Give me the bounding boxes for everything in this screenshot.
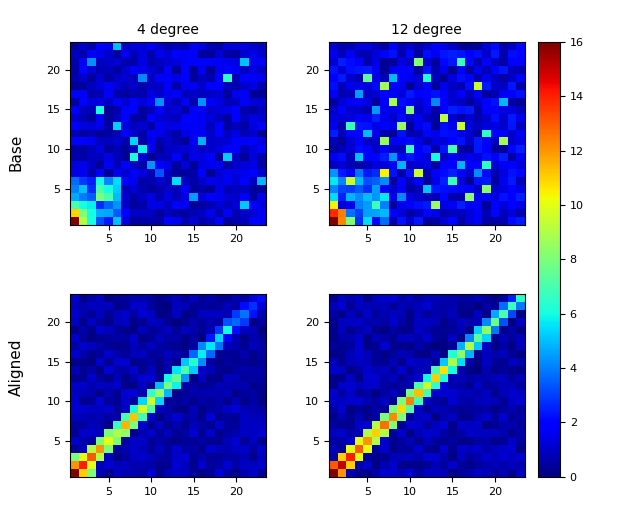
Text: Aligned: Aligned [8,338,24,396]
Text: Base: Base [8,133,24,171]
Title: 12 degree: 12 degree [392,23,462,37]
Title: 4 degree: 4 degree [138,23,199,37]
